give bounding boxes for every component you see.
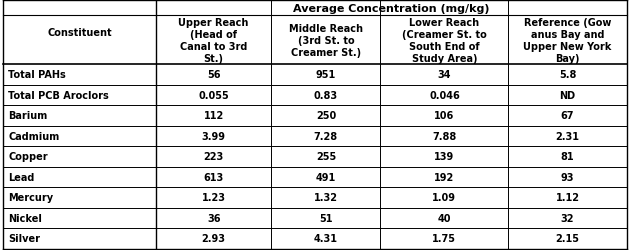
Text: 3.99: 3.99 (202, 131, 226, 141)
Text: 951: 951 (316, 70, 336, 80)
Text: 81: 81 (561, 152, 575, 162)
Text: Middle Reach
(3rd St. to
Creamer St.): Middle Reach (3rd St. to Creamer St.) (289, 24, 363, 58)
Text: Nickel: Nickel (8, 213, 42, 223)
Text: Total PCB Aroclors: Total PCB Aroclors (8, 90, 109, 101)
Text: Total PAHs: Total PAHs (8, 70, 66, 80)
Text: ND: ND (559, 90, 576, 101)
Text: 51: 51 (319, 213, 333, 223)
Text: 223: 223 (203, 152, 224, 162)
Text: 34: 34 (438, 70, 451, 80)
Text: 1.75: 1.75 (432, 234, 456, 243)
Text: Barium: Barium (8, 111, 47, 121)
Text: Mercury: Mercury (8, 193, 54, 203)
Text: Lead: Lead (8, 172, 35, 182)
Text: 2.93: 2.93 (202, 234, 226, 243)
Text: 1.09: 1.09 (432, 193, 456, 203)
Text: 2.31: 2.31 (556, 131, 580, 141)
Text: 7.88: 7.88 (432, 131, 457, 141)
Text: 40: 40 (438, 213, 451, 223)
Text: 139: 139 (434, 152, 454, 162)
Text: Upper Reach
(Head of
Canal to 3rd
St.): Upper Reach (Head of Canal to 3rd St.) (178, 18, 249, 64)
Text: 491: 491 (316, 172, 336, 182)
Text: 112: 112 (203, 111, 224, 121)
Text: Silver: Silver (8, 234, 40, 243)
Text: Constituent: Constituent (47, 28, 112, 38)
Text: 36: 36 (207, 213, 220, 223)
Text: 106: 106 (434, 111, 454, 121)
Text: 67: 67 (561, 111, 575, 121)
Text: 5.8: 5.8 (559, 70, 576, 80)
Text: 32: 32 (561, 213, 575, 223)
Text: 613: 613 (203, 172, 224, 182)
Text: Copper: Copper (8, 152, 48, 162)
Text: Lower Reach
(Creamer St. to
South End of
Study Area): Lower Reach (Creamer St. to South End of… (402, 18, 487, 64)
Text: 255: 255 (316, 152, 336, 162)
Text: 0.055: 0.055 (198, 90, 229, 101)
Text: Cadmium: Cadmium (8, 131, 59, 141)
Text: 0.046: 0.046 (429, 90, 460, 101)
Text: 56: 56 (207, 70, 220, 80)
Text: 192: 192 (434, 172, 454, 182)
Text: 93: 93 (561, 172, 575, 182)
Text: 1.23: 1.23 (202, 193, 226, 203)
Text: 0.83: 0.83 (314, 90, 338, 101)
Text: 1.12: 1.12 (556, 193, 580, 203)
Text: 1.32: 1.32 (314, 193, 338, 203)
Text: Reference (Gow
anus Bay and
Upper New York
Bay): Reference (Gow anus Bay and Upper New Yo… (524, 18, 612, 64)
Text: 250: 250 (316, 111, 336, 121)
Text: 4.31: 4.31 (314, 234, 338, 243)
Text: 7.28: 7.28 (314, 131, 338, 141)
Text: 2.15: 2.15 (556, 234, 580, 243)
Text: Average Concentration (mg/kg): Average Concentration (mg/kg) (293, 4, 490, 14)
